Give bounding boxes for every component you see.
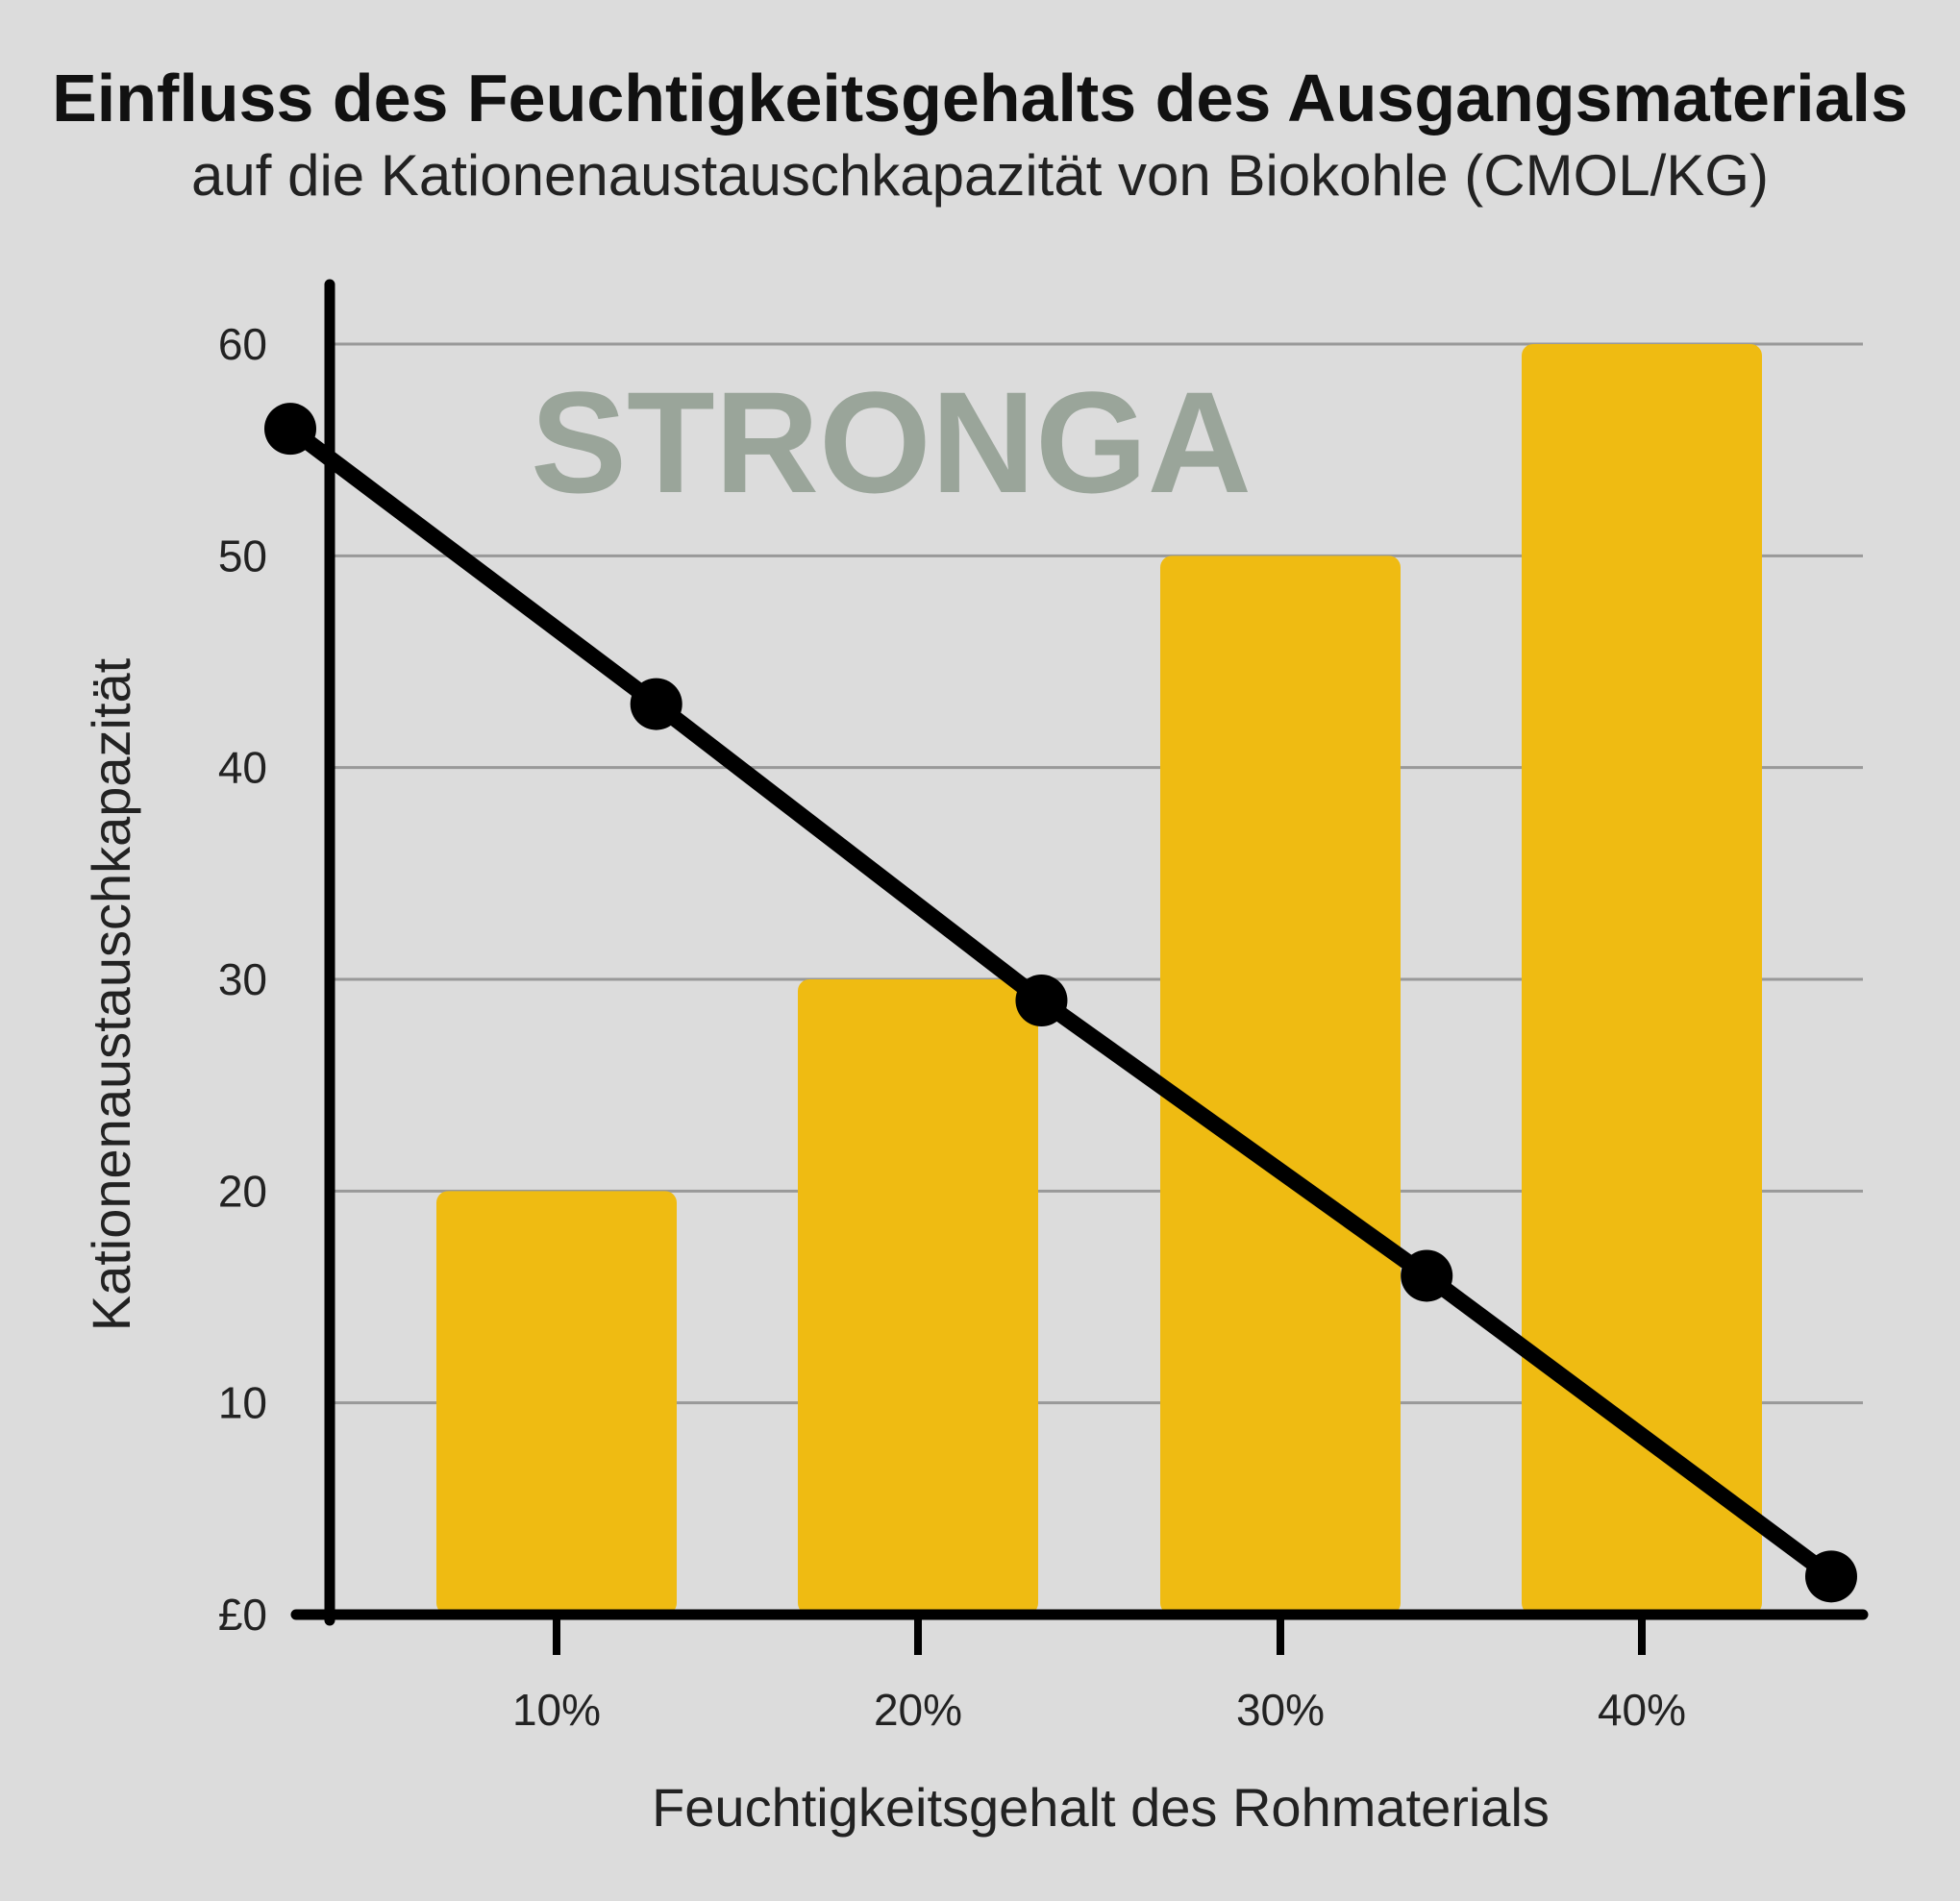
bars — [436, 344, 1762, 1616]
tick-labels: £0 10 20 30 40 50 60 10% 20% 30% 40% — [218, 319, 1686, 1735]
trend-line-marker — [630, 678, 682, 730]
y-tick-label: 40 — [218, 743, 267, 793]
trend-line-marker — [1015, 975, 1068, 1027]
trend-line-marker — [1401, 1249, 1453, 1302]
x-tick-label: 30% — [1236, 1685, 1325, 1735]
y-tick-label: 30 — [218, 954, 267, 1004]
y-tick-label: £0 — [218, 1590, 267, 1640]
watermark-logo: STRONGA — [531, 361, 1252, 523]
y-tick-label: 60 — [218, 319, 267, 369]
axes — [290, 279, 1869, 1655]
bar — [1160, 555, 1401, 1616]
bar — [1522, 344, 1762, 1615]
chart-title: Einfluss des Feuchtigkeitsgehalts des Au… — [52, 61, 1908, 136]
x-tick-label: 20% — [874, 1685, 962, 1735]
x-tick-label: 40% — [1598, 1685, 1686, 1735]
y-tick-label: 20 — [218, 1166, 267, 1216]
trend-line-marker — [264, 403, 316, 456]
x-tick-label: 10% — [512, 1685, 601, 1735]
bar — [798, 979, 1038, 1615]
x-axis-title: Feuchtigkeitsgehalt des Rohmaterials — [652, 1777, 1550, 1838]
trend-line — [264, 403, 1857, 1603]
y-tick-label: 10 — [218, 1378, 267, 1428]
y-axis-title: Kationenaustauschkapazität — [81, 657, 141, 1331]
chart-subtitle: auf die Kationenaustauschkapazität von B… — [191, 143, 1769, 208]
trend-line-marker — [1805, 1550, 1857, 1603]
bar — [436, 1191, 677, 1615]
y-tick-label: 50 — [218, 531, 267, 580]
